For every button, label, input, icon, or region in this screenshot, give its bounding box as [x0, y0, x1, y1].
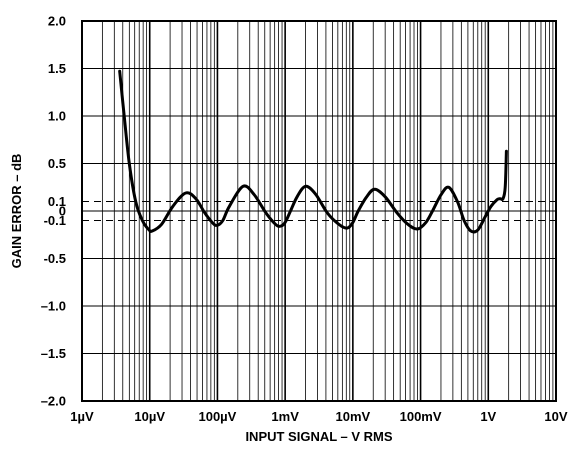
y-tick-label: 0.5 — [48, 156, 66, 171]
x-tick-label: 10mV — [336, 409, 371, 424]
y-tick-label: -0.1 — [44, 213, 66, 228]
x-tick-label: 1mV — [271, 409, 299, 424]
y-tick-label: –1.0 — [41, 299, 66, 314]
y-tick-label: 1.5 — [48, 61, 66, 76]
y-tick-labels: 2.0 1.5 1.0 0.5 0.10-0.1 -0.5 –1.0 –1.5 –2.0 — [41, 14, 66, 409]
y-tick-label: -0.5 — [44, 251, 66, 266]
x-tick-label: 10V — [544, 409, 567, 424]
x-axis-title: INPUT SIGNAL – V RMS — [245, 429, 392, 444]
x-tick-label: 1µV — [70, 409, 94, 424]
gain-error-curve — [118, 69, 508, 234]
y-tick-label: 1.0 — [48, 109, 66, 124]
x-tick-labels: 1µV 10µV 100µV 1mV 10mV 100mV 1V 10V — [70, 409, 568, 424]
x-tick-label: 10µV — [134, 409, 165, 424]
y-axis-title: GAIN ERROR – dB — [9, 154, 24, 269]
x-tick-label: 100µV — [198, 409, 236, 424]
y-tick-label: –1.5 — [41, 346, 66, 361]
y-tick-label: 0.1 — [48, 194, 66, 209]
plot-frame — [81, 20, 557, 402]
reference-lines — [82, 201, 556, 221]
y-tick-label: –2.0 — [41, 394, 66, 409]
y-tick-label: 2.0 — [48, 14, 66, 29]
x-tick-label: 100mV — [400, 409, 442, 424]
x-tick-label: 1V — [480, 409, 496, 424]
y-tick-label: 0 — [59, 204, 66, 219]
